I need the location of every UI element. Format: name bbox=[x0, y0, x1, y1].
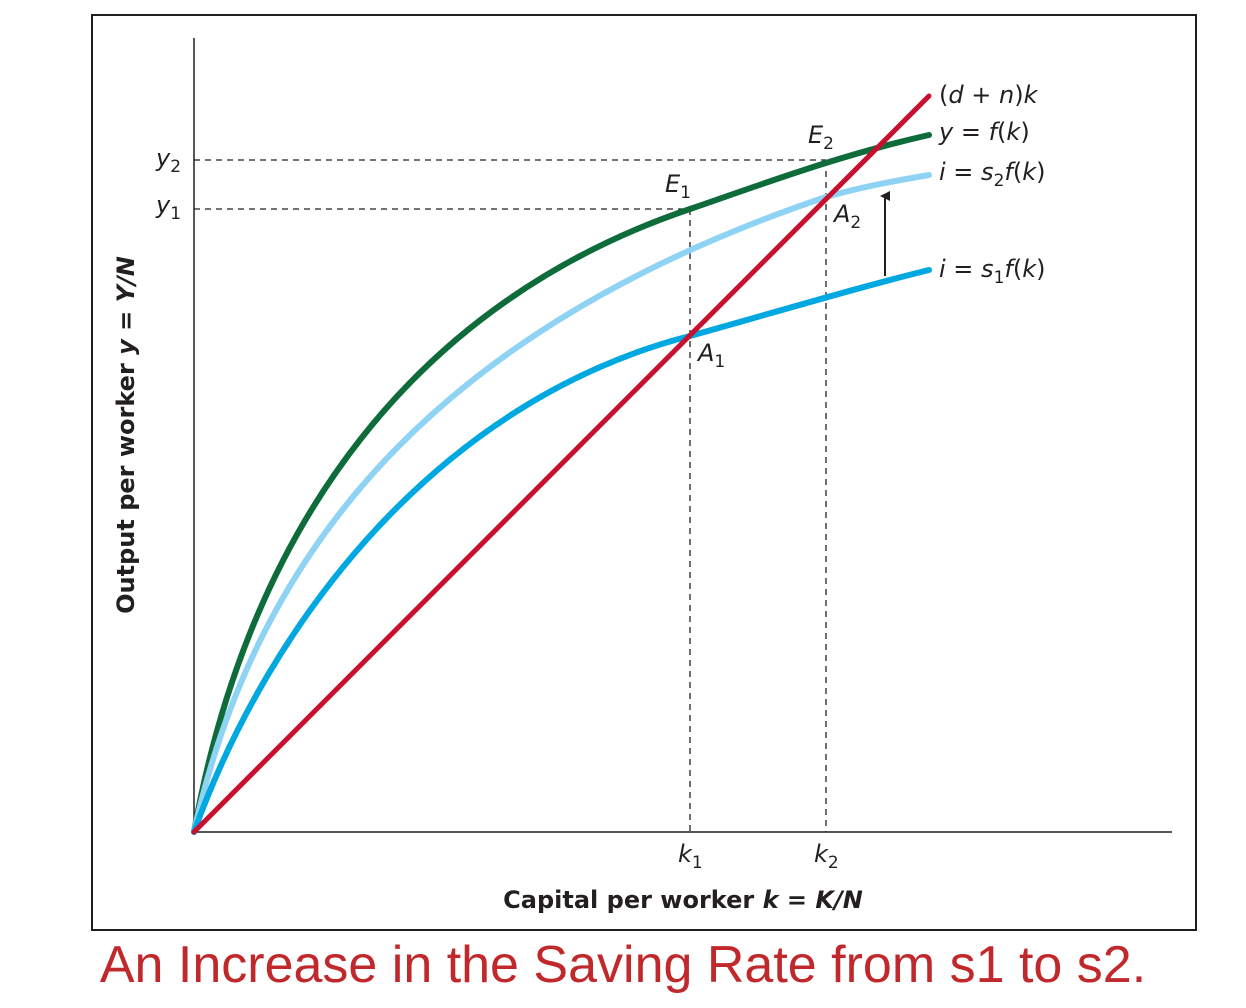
label-depreciation: (d + n)k bbox=[939, 81, 1039, 109]
tick-k2: k2 bbox=[814, 840, 839, 873]
label-production: y = f(k) bbox=[938, 118, 1030, 146]
y-axis-title: Output per worker y = Y/N bbox=[112, 256, 140, 614]
label-investment-s1: i = s1f(k) bbox=[939, 255, 1046, 288]
investment-s1-curve bbox=[191, 267, 932, 835]
tick-y1: y1 bbox=[155, 191, 181, 224]
point-e1: E1 bbox=[665, 170, 691, 203]
figure-frame bbox=[91, 14, 1197, 931]
caption: An Increase in the Saving Rate from s1 t… bbox=[99, 936, 1147, 994]
label-investment-s2: i = s2f(k) bbox=[939, 158, 1046, 191]
production-curve bbox=[191, 132, 932, 835]
point-e2: E2 bbox=[808, 121, 834, 154]
point-a1: A1 bbox=[696, 339, 725, 372]
tick-y2: y2 bbox=[155, 144, 181, 177]
tick-k1: k1 bbox=[678, 840, 703, 873]
point-a2: A2 bbox=[832, 200, 861, 233]
depreciation-line bbox=[191, 93, 932, 835]
x-axis-title: Capital per worker k = K/N bbox=[503, 886, 863, 914]
investment-s2-curve bbox=[191, 172, 932, 835]
